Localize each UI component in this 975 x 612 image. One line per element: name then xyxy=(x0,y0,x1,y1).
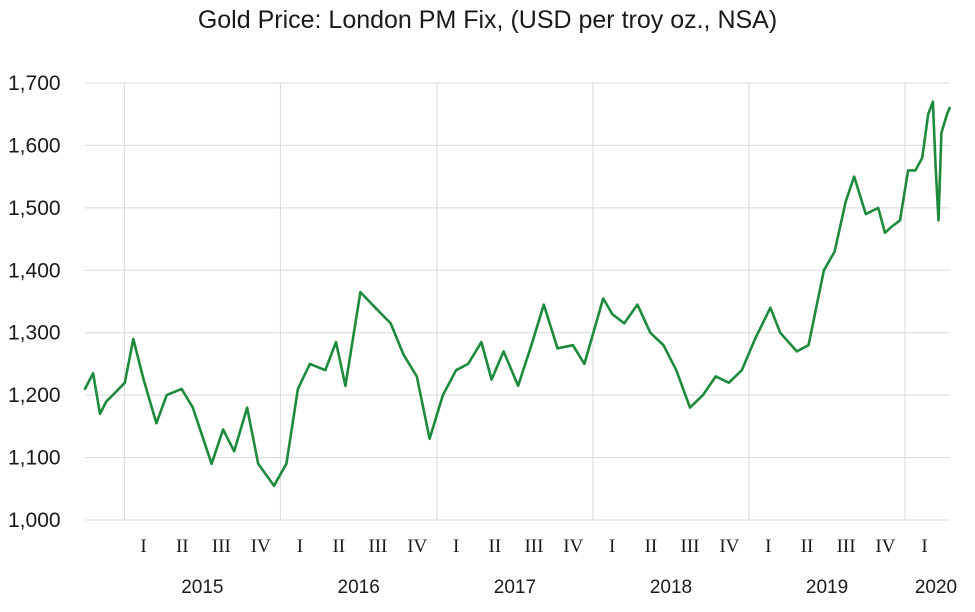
x-quarter-label: I xyxy=(609,536,615,557)
gridlines xyxy=(85,82,950,521)
x-year-label: 2018 xyxy=(650,577,692,598)
x-quarter-label: I xyxy=(765,536,771,557)
y-tick-label: 1,000 xyxy=(8,509,61,532)
y-tick-label: 1,200 xyxy=(8,384,61,407)
x-year-label: 2019 xyxy=(806,577,848,598)
y-tick-label: 1,400 xyxy=(8,259,61,282)
x-year-label: 2020 xyxy=(915,577,957,598)
x-quarter-label: II xyxy=(176,536,189,557)
x-year-label: 2015 xyxy=(181,577,223,598)
x-quarter-label: IV xyxy=(251,536,271,557)
x-quarter-label: IV xyxy=(563,536,583,557)
x-quarter-label: II xyxy=(801,536,814,557)
x-quarter-label: I xyxy=(140,536,146,557)
x-quarter-label: II xyxy=(489,536,502,557)
x-quarter-label: I xyxy=(453,536,459,557)
x-quarter-label: I xyxy=(297,536,303,557)
x-quarter-label: I xyxy=(921,536,927,557)
x-quarter-label: III xyxy=(212,536,231,557)
y-tick-label: 1,300 xyxy=(8,322,61,345)
series-group xyxy=(83,100,951,488)
series-line xyxy=(83,100,951,488)
x-quarter-label: IV xyxy=(875,536,895,557)
y-tick-label: 1,700 xyxy=(8,72,61,95)
x-quarter-label: III xyxy=(837,536,856,557)
x-quarter-label: II xyxy=(645,536,658,557)
x-year-label: 2017 xyxy=(494,577,536,598)
y-tick-label: 1,500 xyxy=(8,197,61,220)
chart-title: Gold Price: London PM Fix, (USD per troy… xyxy=(197,6,778,34)
x-axis: I II III IV I II III IV I II III IV I II III IV I II III IV… xyxy=(140,536,957,598)
x-quarter-label: IV xyxy=(719,536,739,557)
x-year-label: 2016 xyxy=(338,577,380,598)
x-quarter-label: III xyxy=(681,536,700,557)
x-quarter-label: IV xyxy=(407,536,427,557)
y-tick-label: 1,600 xyxy=(8,134,61,157)
y-axis: 1,000 1,100 1,200 1,300 1,400 1,500 1,600 1,700 xyxy=(8,72,61,532)
x-quarter-label: III xyxy=(524,536,543,557)
y-tick-label: 1,100 xyxy=(8,447,61,470)
x-quarter-label: II xyxy=(332,536,345,557)
x-quarter-label: III xyxy=(368,536,387,557)
